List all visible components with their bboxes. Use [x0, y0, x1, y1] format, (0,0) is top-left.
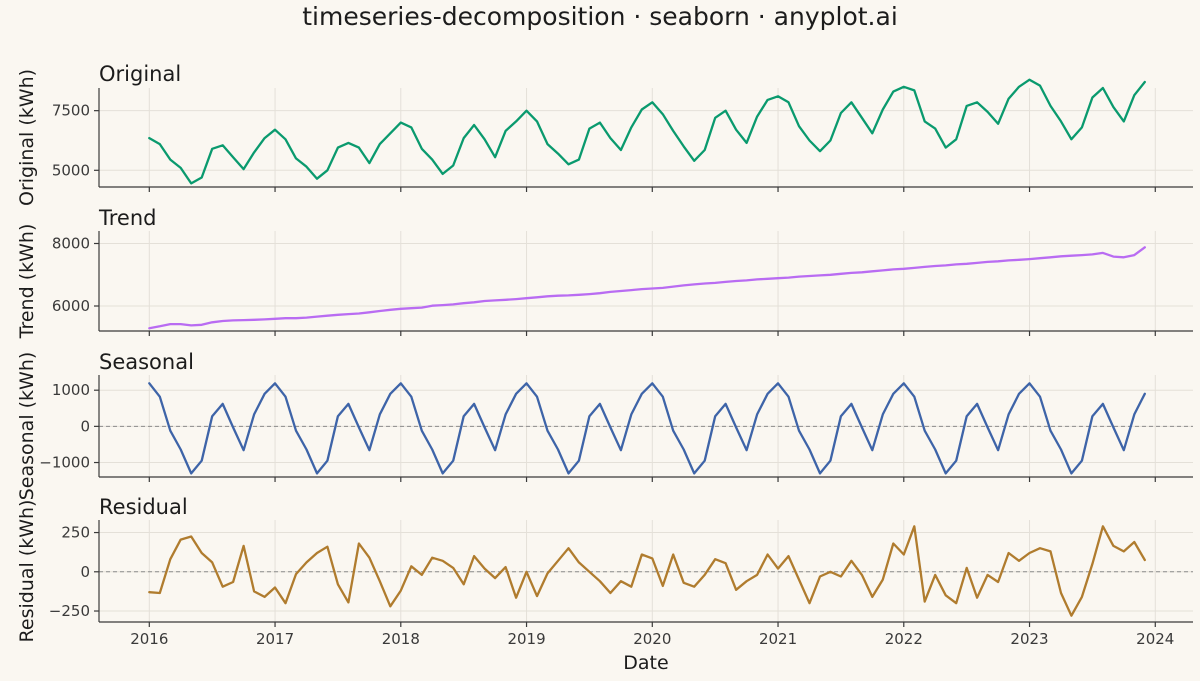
- x-tick-label: 2022: [885, 630, 923, 648]
- x-axis-label: Date: [623, 652, 668, 674]
- series-line-residual: [148, 525, 1146, 617]
- x-tick-label: 2024: [1136, 630, 1174, 648]
- panel-title-original: Original: [99, 62, 181, 86]
- x-tick-label: 2016: [130, 630, 168, 648]
- panel-seasonal: −1000 0 1000 Seasonal Seasonal (kWh): [16, 350, 1193, 500]
- y-tick-label: 5000: [52, 161, 90, 179]
- x-tick-label: 2021: [759, 630, 797, 648]
- panel-original: 5000 7500 Original Original (kWh): [16, 62, 1193, 206]
- y-tick-label: −1000: [39, 454, 90, 472]
- y-tick-label: 7500: [52, 102, 90, 120]
- x-tick-label: 2019: [507, 630, 545, 648]
- x-tick-label: 2018: [382, 630, 420, 648]
- y-tick-label: 250: [61, 524, 90, 542]
- panel-title-trend: Trend: [98, 206, 156, 230]
- y-tick-label: 6000: [52, 297, 90, 315]
- series-line-original: [148, 78, 1146, 185]
- panel-title-seasonal: Seasonal: [99, 350, 194, 374]
- y-axis-label-seasonal: Seasonal (kWh): [16, 352, 38, 501]
- series-line-trend: [148, 246, 1146, 330]
- panel-trend: 6000 8000 Trend Trend (kWh): [16, 206, 1193, 339]
- x-tick-label: 2017: [256, 630, 294, 648]
- series-line-seasonal: [148, 382, 1146, 475]
- y-tick-label: 0: [80, 563, 90, 581]
- x-tick-label: 2020: [633, 630, 671, 648]
- y-axis-label-residual: Residual (kWh): [16, 500, 38, 643]
- y-tick-label: −250: [49, 602, 90, 620]
- x-tick-label: 2023: [1010, 630, 1048, 648]
- y-axis-label-trend: Trend (kWh): [16, 224, 38, 340]
- y-tick-label: 1000: [52, 381, 90, 399]
- y-axis-label-original: Original (kWh): [16, 69, 38, 206]
- y-tick-label: 0: [80, 417, 90, 435]
- chart-title: timeseries-decomposition · seaborn · any…: [302, 2, 898, 31]
- y-tick-label: 8000: [52, 235, 90, 253]
- panel-title-residual: Residual: [99, 495, 188, 519]
- panel-residual: −250 0 250 Residual Residual (kWh): [16, 495, 1193, 642]
